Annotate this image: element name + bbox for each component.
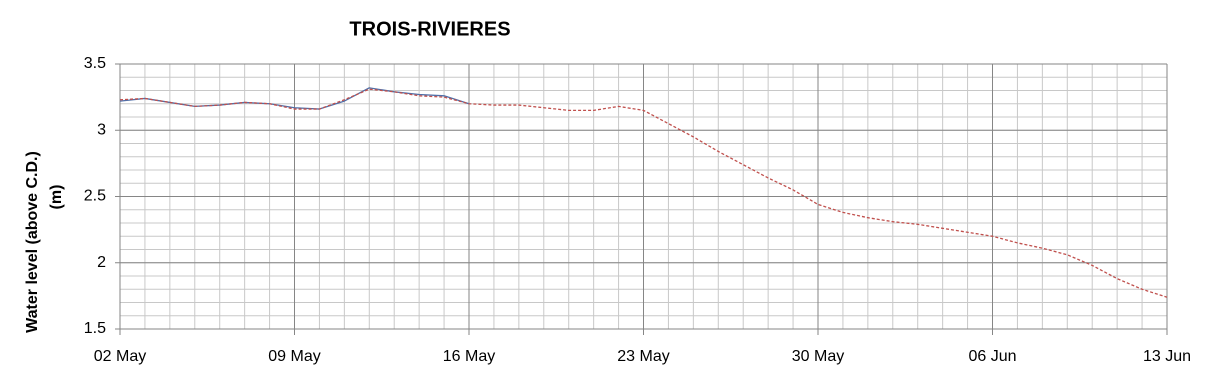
x-tick-label: 13 Jun (1143, 348, 1191, 365)
chart-title: TROIS-RIVIERES (349, 18, 510, 40)
x-tick-label: 09 May (268, 348, 320, 365)
x-tick-label: 06 Jun (968, 348, 1016, 365)
x-tick-label: 23 May (617, 348, 669, 365)
x-tick-label: 02 May (94, 348, 146, 365)
series-line (119, 88, 1168, 298)
x-tick-label: 16 May (443, 348, 495, 365)
y-axis-label: (m) (48, 185, 65, 210)
series-line (119, 87, 470, 110)
x-tick-label: 30 May (792, 348, 844, 365)
y-axis-label: Water level (above C.D.) (24, 151, 41, 333)
y-tick-label: 3 (97, 121, 106, 138)
y-tick-label: 2.5 (84, 188, 106, 205)
y-tick-label: 3.5 (84, 55, 106, 72)
y-tick-label: 2 (97, 254, 106, 271)
y-tick-label: 1.5 (84, 320, 106, 337)
